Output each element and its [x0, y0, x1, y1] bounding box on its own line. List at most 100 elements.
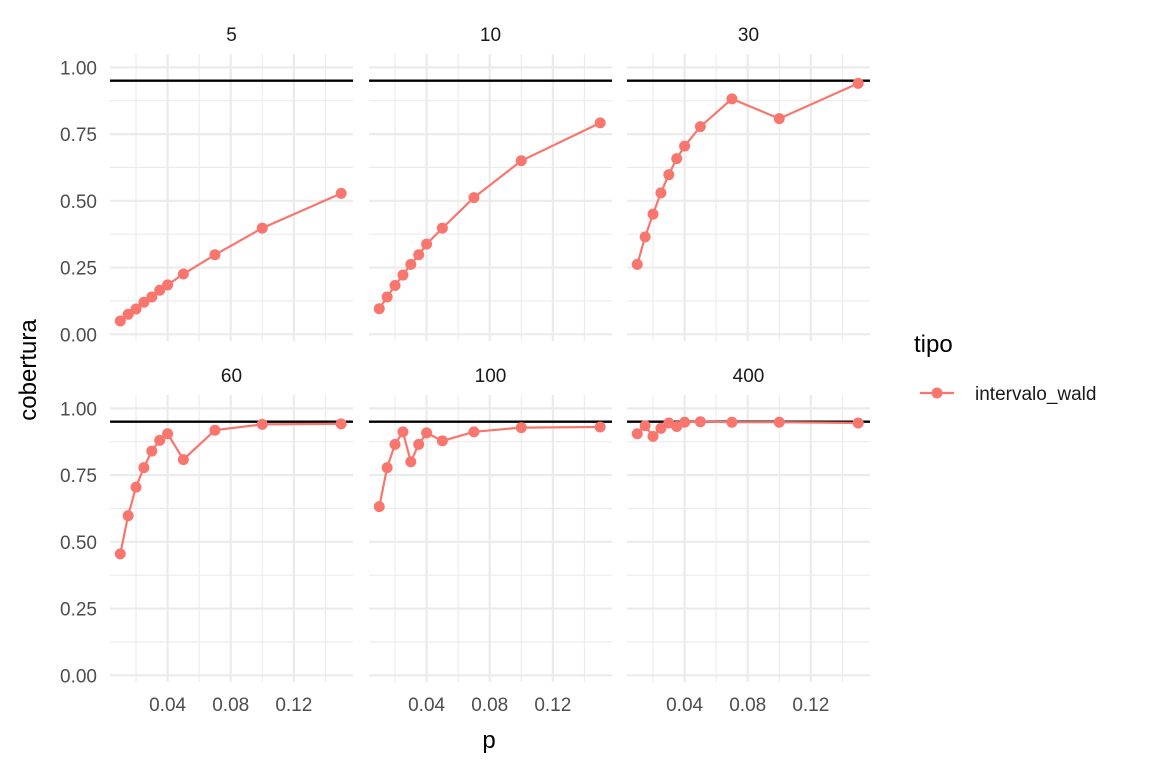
- panels-layer: 5 10 30 60 100 400: [110, 25, 870, 682]
- data-point: [256, 222, 268, 234]
- data-point: [146, 291, 158, 303]
- data-point: [773, 113, 785, 125]
- data-point: [114, 315, 126, 327]
- data-point: [413, 249, 425, 261]
- data-point: [852, 77, 864, 89]
- panel-title: 10: [480, 25, 501, 46]
- data-point: [256, 418, 268, 430]
- y-tick-label: 0.00: [60, 325, 97, 346]
- data-point: [413, 438, 425, 450]
- panel-title: 60: [221, 366, 242, 387]
- data-point: [122, 308, 134, 320]
- x-tick-label: 0.04: [408, 695, 445, 716]
- data-point: [647, 430, 659, 442]
- data-point: [209, 249, 221, 261]
- panel-title: 100: [475, 366, 507, 387]
- x-tick-label: 0.12: [275, 695, 312, 716]
- data-point: [639, 420, 651, 432]
- legend-key-point: [931, 387, 943, 399]
- data-point: [177, 268, 189, 280]
- data-point: [468, 426, 480, 438]
- data-point: [122, 510, 134, 522]
- legend-label-intervalo-wald: intervalo_wald: [975, 384, 1096, 405]
- axes-layer: 0.00 0.25 0.50 0.75 1.00 0.00 0.25 0.50 0.75 1.00…: [60, 58, 829, 716]
- x-axis-title: p: [482, 727, 495, 754]
- data-point: [177, 454, 189, 466]
- y-tick-label: 0.00: [60, 666, 97, 687]
- y-tick-label: 0.50: [60, 192, 97, 213]
- panel-30: 30: [627, 25, 870, 341]
- data-point: [694, 416, 706, 428]
- data-point: [694, 121, 706, 133]
- data-point: [436, 222, 448, 234]
- panel-title: 5: [226, 25, 237, 46]
- x-tick-label: 0.04: [666, 695, 703, 716]
- data-point: [162, 428, 174, 440]
- data-point: [373, 501, 385, 513]
- x-tick-label: 0.04: [149, 695, 186, 716]
- data-point: [130, 481, 142, 493]
- data-point: [679, 416, 691, 428]
- data-point: [631, 258, 643, 270]
- data-point: [594, 421, 606, 433]
- data-point: [397, 269, 409, 281]
- data-point: [389, 438, 401, 450]
- panel-400: 400: [627, 366, 870, 682]
- data-point: [397, 426, 409, 438]
- data-point: [726, 416, 738, 428]
- data-point: [515, 155, 527, 167]
- data-point: [381, 462, 393, 474]
- data-point: [671, 153, 683, 165]
- y-tick-label: 0.75: [60, 125, 97, 146]
- data-point: [389, 279, 401, 291]
- data-point: [154, 284, 166, 296]
- data-point: [421, 427, 433, 439]
- data-point: [421, 238, 433, 250]
- panel-60: 60: [110, 366, 353, 682]
- data-point: [515, 422, 527, 434]
- x-tick-label: 0.12: [534, 695, 571, 716]
- data-point: [381, 291, 393, 303]
- y-tick-label: 0.75: [60, 466, 97, 487]
- legend: tipo intervalo_wald: [914, 331, 1096, 405]
- data-point: [655, 422, 667, 434]
- x-tick-label: 0.12: [792, 695, 829, 716]
- data-point: [726, 93, 738, 105]
- data-point: [436, 435, 448, 447]
- data-point: [335, 418, 347, 430]
- panel-10: 10: [369, 25, 612, 341]
- data-point: [335, 187, 347, 199]
- data-point: [138, 462, 150, 474]
- y-tick-label: 0.25: [60, 259, 97, 280]
- data-point: [631, 428, 643, 440]
- data-point: [154, 434, 166, 446]
- data-point: [405, 456, 417, 468]
- x-tick-label: 0.08: [729, 695, 766, 716]
- data-point: [209, 424, 221, 436]
- y-axis-title: cobertura: [15, 319, 42, 421]
- panel-title: 400: [733, 366, 765, 387]
- data-point: [594, 117, 606, 129]
- data-point: [162, 279, 174, 291]
- data-point: [146, 445, 158, 457]
- data-point: [663, 169, 675, 181]
- y-tick-label: 1.00: [60, 58, 97, 79]
- y-tick-label: 1.00: [60, 399, 97, 420]
- y-tick-label: 0.50: [60, 533, 97, 554]
- x-tick-label: 0.08: [471, 695, 508, 716]
- y-tick-label: 0.25: [60, 600, 97, 621]
- data-point: [130, 303, 142, 315]
- x-tick-label: 0.08: [212, 695, 249, 716]
- panel-5: 5: [110, 25, 353, 341]
- data-point: [773, 416, 785, 428]
- data-point: [114, 548, 126, 560]
- data-point: [639, 231, 651, 243]
- legend-title: tipo: [914, 331, 953, 358]
- data-point: [138, 296, 150, 308]
- data-point: [405, 258, 417, 270]
- data-point: [468, 192, 480, 204]
- data-point: [647, 208, 659, 220]
- data-point: [373, 303, 385, 315]
